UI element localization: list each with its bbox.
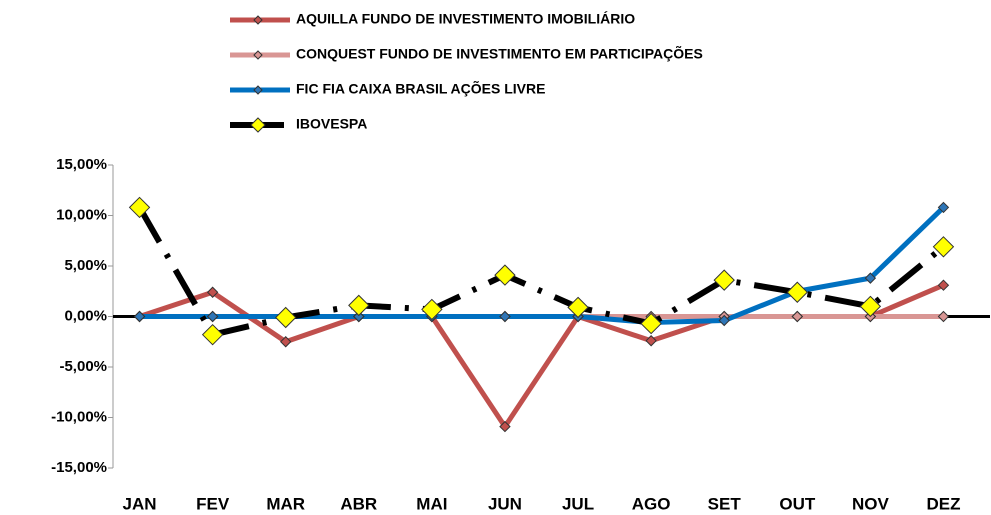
x-tick-label: JUL <box>562 494 594 513</box>
data-point <box>353 310 365 323</box>
legend-label: AQUILLA FUNDO DE INVESTIMENTO IMOBILIÁRI… <box>296 11 635 27</box>
data-point <box>421 298 443 321</box>
y-tick-label: 0,00% <box>64 307 107 324</box>
legend-label: CONQUEST FUNDO DE INVESTIMENTO EM PARTIC… <box>296 45 703 62</box>
legend-label: IBOVESPA <box>296 116 367 132</box>
data-point <box>859 295 882 318</box>
y-tick-label: -5,00% <box>59 358 107 375</box>
legend-marker <box>253 50 263 60</box>
data-point <box>713 269 735 291</box>
data-point <box>206 310 219 323</box>
data-point <box>128 196 151 219</box>
legend-marker <box>253 85 263 95</box>
data-point <box>206 286 219 298</box>
data-point <box>937 201 950 214</box>
data-point <box>201 323 224 346</box>
data-point <box>937 310 950 323</box>
y-tick-label: 10,00% <box>56 206 107 223</box>
x-tick-label: FEV <box>196 494 230 513</box>
x-tick-label: AGO <box>632 494 671 513</box>
data-point <box>645 335 657 347</box>
x-tick-label: MAR <box>266 494 305 513</box>
x-tick-label: OUT <box>779 494 816 513</box>
x-tick-label: SET <box>708 494 742 513</box>
data-point <box>937 279 950 291</box>
data-point <box>567 296 589 319</box>
x-tick-label: JUN <box>488 494 522 513</box>
data-point <box>499 310 511 323</box>
x-tick-label: MAI <box>416 494 447 513</box>
data-point <box>499 420 511 433</box>
x-tick-label: NOV <box>852 494 890 513</box>
data-point <box>718 314 730 327</box>
x-tick-label: ABR <box>340 494 377 513</box>
legend-label: FIC FIA CAIXA BRASIL AÇÕES LIVRE <box>296 80 545 97</box>
data-point <box>864 272 877 284</box>
x-tick-label: JAN <box>123 494 157 513</box>
data-point <box>280 336 292 348</box>
data-point <box>494 264 516 286</box>
series-line <box>136 205 946 338</box>
legend-marker <box>250 117 266 133</box>
series-line <box>139 205 946 326</box>
legend-marker <box>253 15 263 25</box>
x-tick-label: DEZ <box>926 494 960 513</box>
data-point <box>786 281 808 303</box>
series-line <box>138 282 945 430</box>
data-point <box>640 312 662 335</box>
y-tick-label: -10,00% <box>51 408 107 425</box>
data-point <box>133 310 146 323</box>
y-tick-label: -15,00% <box>51 459 107 476</box>
data-point <box>275 306 297 329</box>
data-point <box>791 310 803 323</box>
y-tick-label: 15,00% <box>56 156 107 173</box>
data-point <box>932 236 955 258</box>
data-point <box>348 294 370 317</box>
y-tick-label: 5,00% <box>64 257 107 274</box>
